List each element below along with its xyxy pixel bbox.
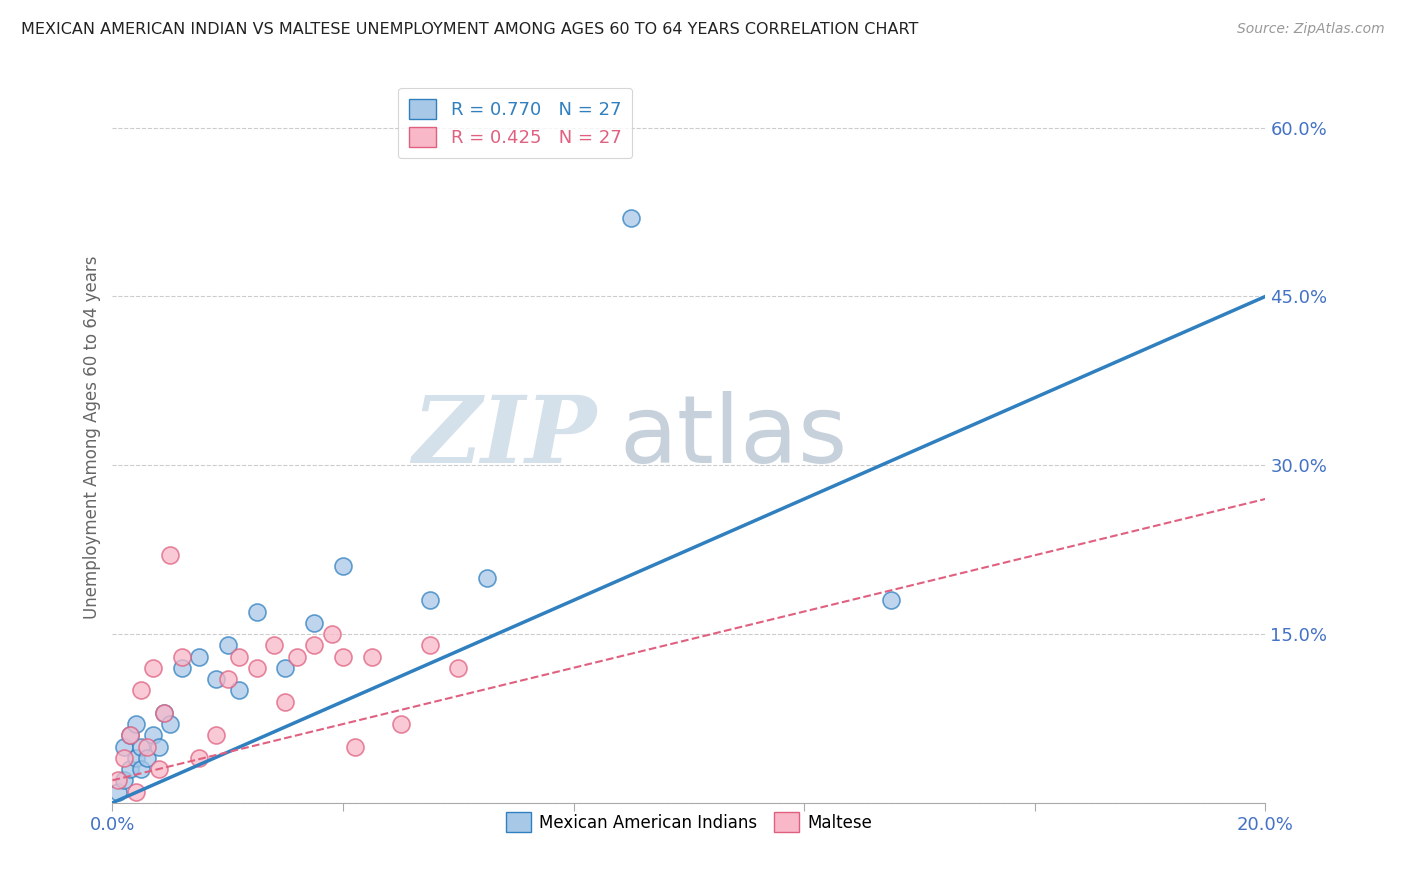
- Point: [475, 571, 499, 585]
- Point: [188, 751, 211, 765]
- Point: [304, 638, 326, 652]
- Point: [142, 661, 165, 675]
- Point: [274, 661, 297, 675]
- Point: [153, 706, 176, 720]
- Point: [112, 751, 135, 765]
- Point: [118, 728, 141, 742]
- Point: [217, 672, 239, 686]
- Point: [321, 627, 343, 641]
- Point: [112, 773, 135, 788]
- Point: [389, 717, 412, 731]
- Y-axis label: Unemployment Among Ages 60 to 64 years: Unemployment Among Ages 60 to 64 years: [83, 255, 101, 619]
- Point: [136, 751, 159, 765]
- Text: ZIP: ZIP: [412, 392, 596, 482]
- Point: [246, 605, 269, 619]
- Point: [360, 649, 382, 664]
- Point: [170, 661, 193, 675]
- Text: atlas: atlas: [620, 391, 848, 483]
- Point: [228, 649, 250, 664]
- Point: [129, 683, 153, 698]
- Point: [142, 728, 165, 742]
- Point: [419, 638, 441, 652]
- Point: [118, 728, 141, 742]
- Point: [419, 593, 441, 607]
- Point: [107, 773, 129, 788]
- Point: [136, 739, 159, 754]
- Point: [263, 638, 285, 652]
- Point: [274, 694, 297, 708]
- Point: [124, 717, 146, 731]
- Point: [332, 559, 354, 574]
- Text: Source: ZipAtlas.com: Source: ZipAtlas.com: [1237, 22, 1385, 37]
- Text: MEXICAN AMERICAN INDIAN VS MALTESE UNEMPLOYMENT AMONG AGES 60 TO 64 YEARS CORREL: MEXICAN AMERICAN INDIAN VS MALTESE UNEMP…: [21, 22, 918, 37]
- Point: [246, 661, 269, 675]
- Point: [332, 649, 354, 664]
- Point: [620, 211, 643, 225]
- Point: [153, 706, 176, 720]
- Point: [107, 784, 129, 798]
- Point: [447, 661, 470, 675]
- Point: [343, 739, 366, 754]
- Point: [118, 762, 141, 776]
- Point: [880, 593, 903, 607]
- Point: [129, 739, 153, 754]
- Point: [148, 762, 170, 776]
- Point: [159, 717, 181, 731]
- Point: [124, 784, 146, 798]
- Point: [112, 739, 135, 754]
- Point: [170, 649, 193, 664]
- Legend: Mexican American Indians, Maltese: Mexican American Indians, Maltese: [499, 805, 879, 838]
- Point: [228, 683, 250, 698]
- Point: [129, 762, 153, 776]
- Point: [304, 615, 326, 630]
- Point: [205, 728, 228, 742]
- Point: [285, 649, 308, 664]
- Point: [217, 638, 239, 652]
- Point: [124, 751, 146, 765]
- Point: [148, 739, 170, 754]
- Point: [188, 649, 211, 664]
- Point: [205, 672, 228, 686]
- Point: [159, 548, 181, 562]
